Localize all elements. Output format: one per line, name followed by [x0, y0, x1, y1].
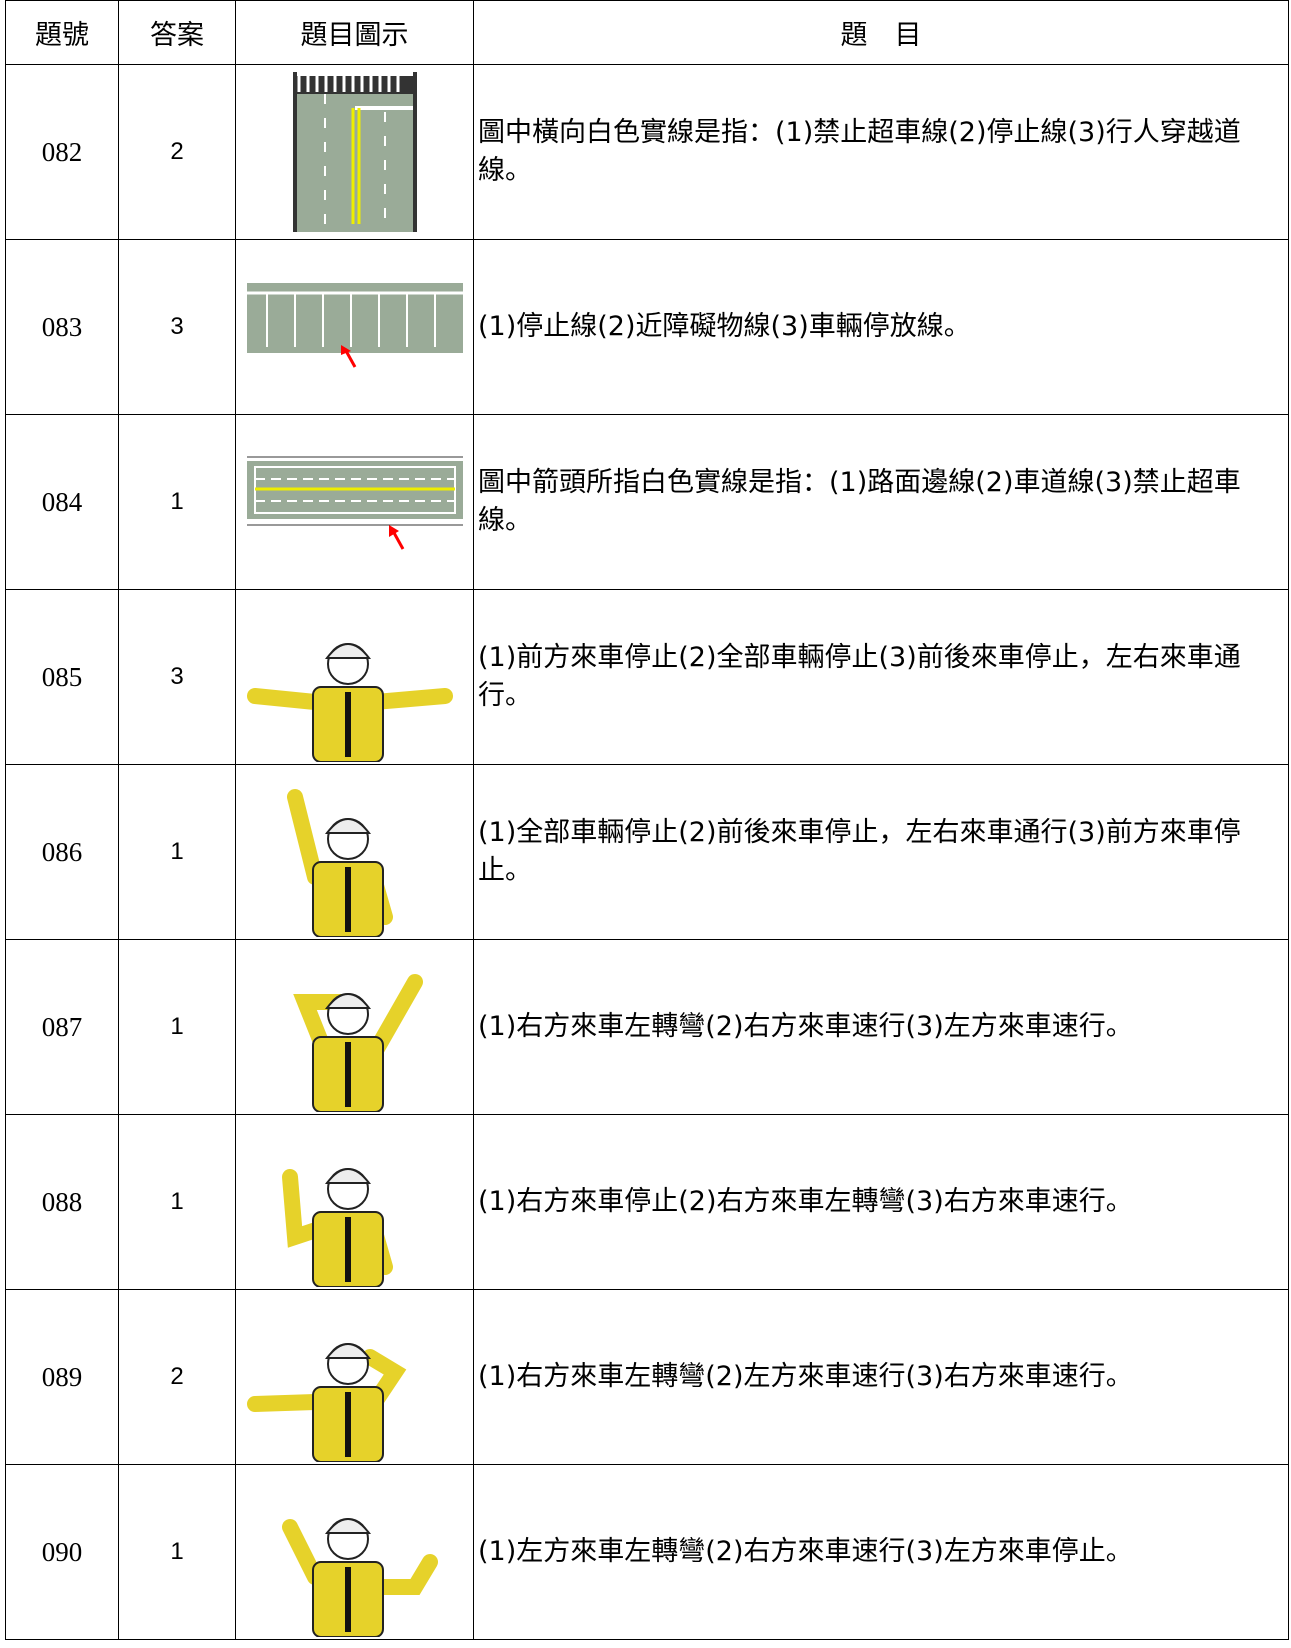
question-text: (1)右方來車停止(2)右方來車左轉彎(3)右方來車速行。	[473, 1114, 1289, 1290]
question-number: 083	[5, 239, 119, 415]
question-number: 088	[5, 1114, 119, 1290]
header-cell: 答案	[118, 0, 236, 65]
question-number: 087	[5, 939, 119, 1115]
illustration	[292, 974, 423, 1112]
table-row: 086 1 (1)全部車輛停止(2)前後來車停止，左右來車通行(3)前方來車停止。	[5, 764, 1289, 940]
answer: 2	[118, 64, 236, 240]
table-row: 088 1 (1)右方來車停止(2)右方來車左轉彎(3)右方來車速行。	[5, 1114, 1289, 1290]
illustration	[286, 789, 393, 937]
table-row: 085 3 (1)前方來車停止(2)全部車輛停止(3)前後來車停止，左右來車通行。	[5, 589, 1289, 765]
illustration	[281, 1168, 393, 1287]
question-text: (1)停止線(2)近障礙物線(3)車輛停放線。	[473, 239, 1289, 415]
question-text: (1)全部車輛停止(2)前後來車停止，左右來車通行(3)前方來車停止。	[473, 764, 1289, 940]
question-text: 圖中箭頭所指白色實線是指：(1)路面邊線(2)車道線(3)禁止超車線。	[473, 414, 1289, 590]
illustration	[281, 1518, 438, 1637]
question-number: 090	[5, 1464, 119, 1640]
illustration	[246, 456, 463, 550]
answer: 2	[118, 1289, 236, 1465]
question-number: 082	[5, 64, 119, 240]
question-number: 086	[5, 764, 119, 940]
question-text: (1)前方來車停止(2)全部車輛停止(3)前後來車停止，左右來車通行。	[473, 589, 1289, 765]
table-row: 089 2 (1)右方來車左轉彎(2)左方來車速行(3)右方來車速行。	[5, 1289, 1289, 1465]
table-row: 083 3 (1)停止線(2)近障礙物線(3)車輛停放線。	[5, 239, 1289, 415]
question-table: 題號 答案 題目圖示題 目 082 2 圖中橫向白色實線是指：(1)禁止超車線(2)停…	[5, 0, 1289, 1640]
question-image	[235, 589, 474, 765]
question-number: 084	[5, 414, 119, 590]
question-image	[235, 1114, 474, 1290]
answer: 3	[118, 589, 236, 765]
header-row: 題號 答案 題目圖示題 目	[5, 0, 1289, 65]
table-row: 087 1 (1)右方來車左轉彎(2)右方來車速行(3)左方來車速行。	[5, 939, 1289, 1115]
header-cell: 題號	[5, 0, 119, 65]
table-row: 082 2 圖中橫向白色實線是指：(1)禁止超車線(2)停止線(3)行人穿越道線。	[5, 64, 1289, 240]
answer: 1	[118, 1114, 236, 1290]
illustration	[246, 283, 463, 368]
illustration	[246, 643, 453, 762]
question-text: (1)左方來車左轉彎(2)右方來車速行(3)左方來車停止。	[473, 1464, 1289, 1640]
question-text: (1)右方來車左轉彎(2)右方來車速行(3)左方來車速行。	[473, 939, 1289, 1115]
illustration	[246, 1343, 406, 1462]
illustration	[292, 72, 417, 232]
answer: 3	[118, 239, 236, 415]
answer: 1	[118, 1464, 236, 1640]
answer: 1	[118, 939, 236, 1115]
question-image	[235, 1464, 474, 1640]
header-cell: 題目圖示	[235, 0, 474, 65]
question-image	[235, 939, 474, 1115]
question-image	[235, 239, 474, 415]
question-image	[235, 414, 474, 590]
question-image	[235, 764, 474, 940]
question-image	[235, 64, 474, 240]
question-text: 圖中橫向白色實線是指：(1)禁止超車線(2)停止線(3)行人穿越道線。	[473, 64, 1289, 240]
question-image	[235, 1289, 474, 1465]
answer: 1	[118, 414, 236, 590]
table-row: 084 1 圖中箭頭所指白色實線是指：(1)路面邊線(2)車道線(3)禁止超車線。	[5, 414, 1289, 590]
question-number: 089	[5, 1289, 119, 1465]
question-number: 085	[5, 589, 119, 765]
answer: 1	[118, 764, 236, 940]
table-row: 090 1 (1)左方來車左轉彎(2)右方來車速行(3)左方來車停止。	[5, 1464, 1289, 1640]
header-cell: 題 目	[473, 0, 1289, 65]
question-text: (1)右方來車左轉彎(2)左方來車速行(3)右方來車速行。	[473, 1289, 1289, 1465]
